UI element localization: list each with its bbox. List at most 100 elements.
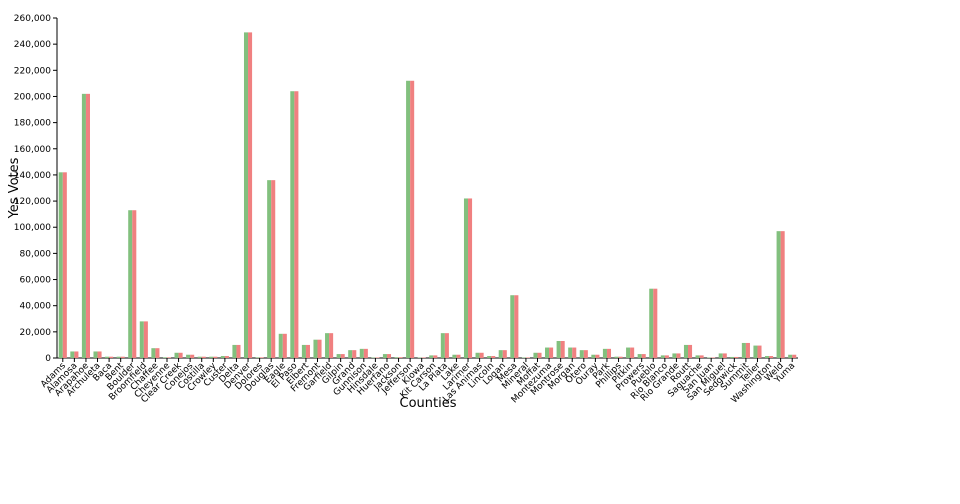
bar xyxy=(653,288,658,358)
bar xyxy=(626,347,631,358)
bar xyxy=(479,352,484,358)
bar xyxy=(201,356,206,358)
bar xyxy=(359,348,364,358)
bar xyxy=(132,210,137,358)
bar xyxy=(788,354,793,358)
bar xyxy=(718,353,723,358)
bar xyxy=(421,357,426,358)
bar xyxy=(209,356,214,358)
bar xyxy=(336,354,341,358)
x-axis-title: Counties xyxy=(400,396,457,411)
bar xyxy=(741,342,746,358)
bar xyxy=(591,354,596,358)
bar xyxy=(213,356,218,358)
bar xyxy=(382,354,387,358)
y-tick-label: 220,000 xyxy=(14,66,51,76)
bar xyxy=(371,357,376,358)
bar xyxy=(498,350,503,358)
bar xyxy=(410,80,415,359)
bar xyxy=(440,333,445,358)
bar xyxy=(641,354,646,358)
bar xyxy=(468,198,473,358)
bar xyxy=(174,352,179,358)
bar xyxy=(93,351,98,358)
bar xyxy=(475,352,480,358)
bar xyxy=(248,32,253,359)
bar xyxy=(120,356,125,358)
bar xyxy=(549,347,554,358)
bar xyxy=(105,356,110,358)
bar xyxy=(166,357,172,358)
bar xyxy=(525,357,530,358)
bar xyxy=(537,352,542,358)
bar xyxy=(514,295,519,358)
bar xyxy=(792,354,797,358)
bar xyxy=(695,355,700,358)
bar xyxy=(178,352,183,358)
bar xyxy=(664,355,669,358)
bar xyxy=(151,348,156,358)
y-tick-label: 180,000 xyxy=(14,119,51,129)
bar xyxy=(521,357,526,358)
bar xyxy=(660,355,665,358)
bar xyxy=(139,321,144,358)
bar xyxy=(595,354,600,358)
bar xyxy=(375,357,380,358)
y-tick-label: 100,000 xyxy=(14,223,51,233)
bar xyxy=(433,355,438,358)
bar xyxy=(267,180,272,358)
bar xyxy=(317,339,322,358)
bar xyxy=(386,354,392,358)
bar xyxy=(676,353,681,358)
bar xyxy=(363,348,368,358)
bar xyxy=(236,344,241,358)
y-tick-label: 40,000 xyxy=(20,302,52,312)
bar xyxy=(745,342,750,358)
bar xyxy=(510,295,515,358)
bar xyxy=(398,357,403,358)
bar xyxy=(753,345,758,358)
bar xyxy=(394,357,399,358)
bar xyxy=(271,180,276,358)
bar xyxy=(232,344,237,358)
bar xyxy=(672,353,677,358)
bar xyxy=(649,288,654,358)
bar xyxy=(606,348,612,358)
bar xyxy=(62,172,67,358)
bar xyxy=(556,341,561,358)
y-tick-label: 160,000 xyxy=(14,145,51,155)
bar xyxy=(58,172,63,358)
bar xyxy=(301,344,306,358)
bar xyxy=(155,348,160,358)
bar xyxy=(776,231,781,358)
bar xyxy=(81,93,86,358)
bar xyxy=(352,350,357,358)
bar xyxy=(757,345,762,358)
y-tick-label: 60,000 xyxy=(20,276,52,286)
bar xyxy=(502,350,507,358)
bar xyxy=(491,356,496,358)
bar xyxy=(313,339,318,358)
bar xyxy=(602,348,607,358)
bar xyxy=(765,356,770,358)
bar xyxy=(190,354,195,358)
bar xyxy=(116,356,121,358)
bar xyxy=(487,356,492,358)
bar xyxy=(429,355,434,358)
y-axis-title: Yes Votes xyxy=(7,157,22,219)
bar xyxy=(255,357,260,358)
bar xyxy=(143,321,148,358)
bar xyxy=(162,357,167,358)
bar xyxy=(444,333,449,358)
bar xyxy=(325,333,330,358)
y-tick-label: 140,000 xyxy=(14,171,51,181)
bar xyxy=(305,344,310,358)
bar xyxy=(614,356,619,358)
bar xyxy=(74,351,79,358)
bar xyxy=(699,355,704,358)
bar xyxy=(711,357,716,358)
bar xyxy=(259,357,264,358)
bar xyxy=(560,341,565,358)
